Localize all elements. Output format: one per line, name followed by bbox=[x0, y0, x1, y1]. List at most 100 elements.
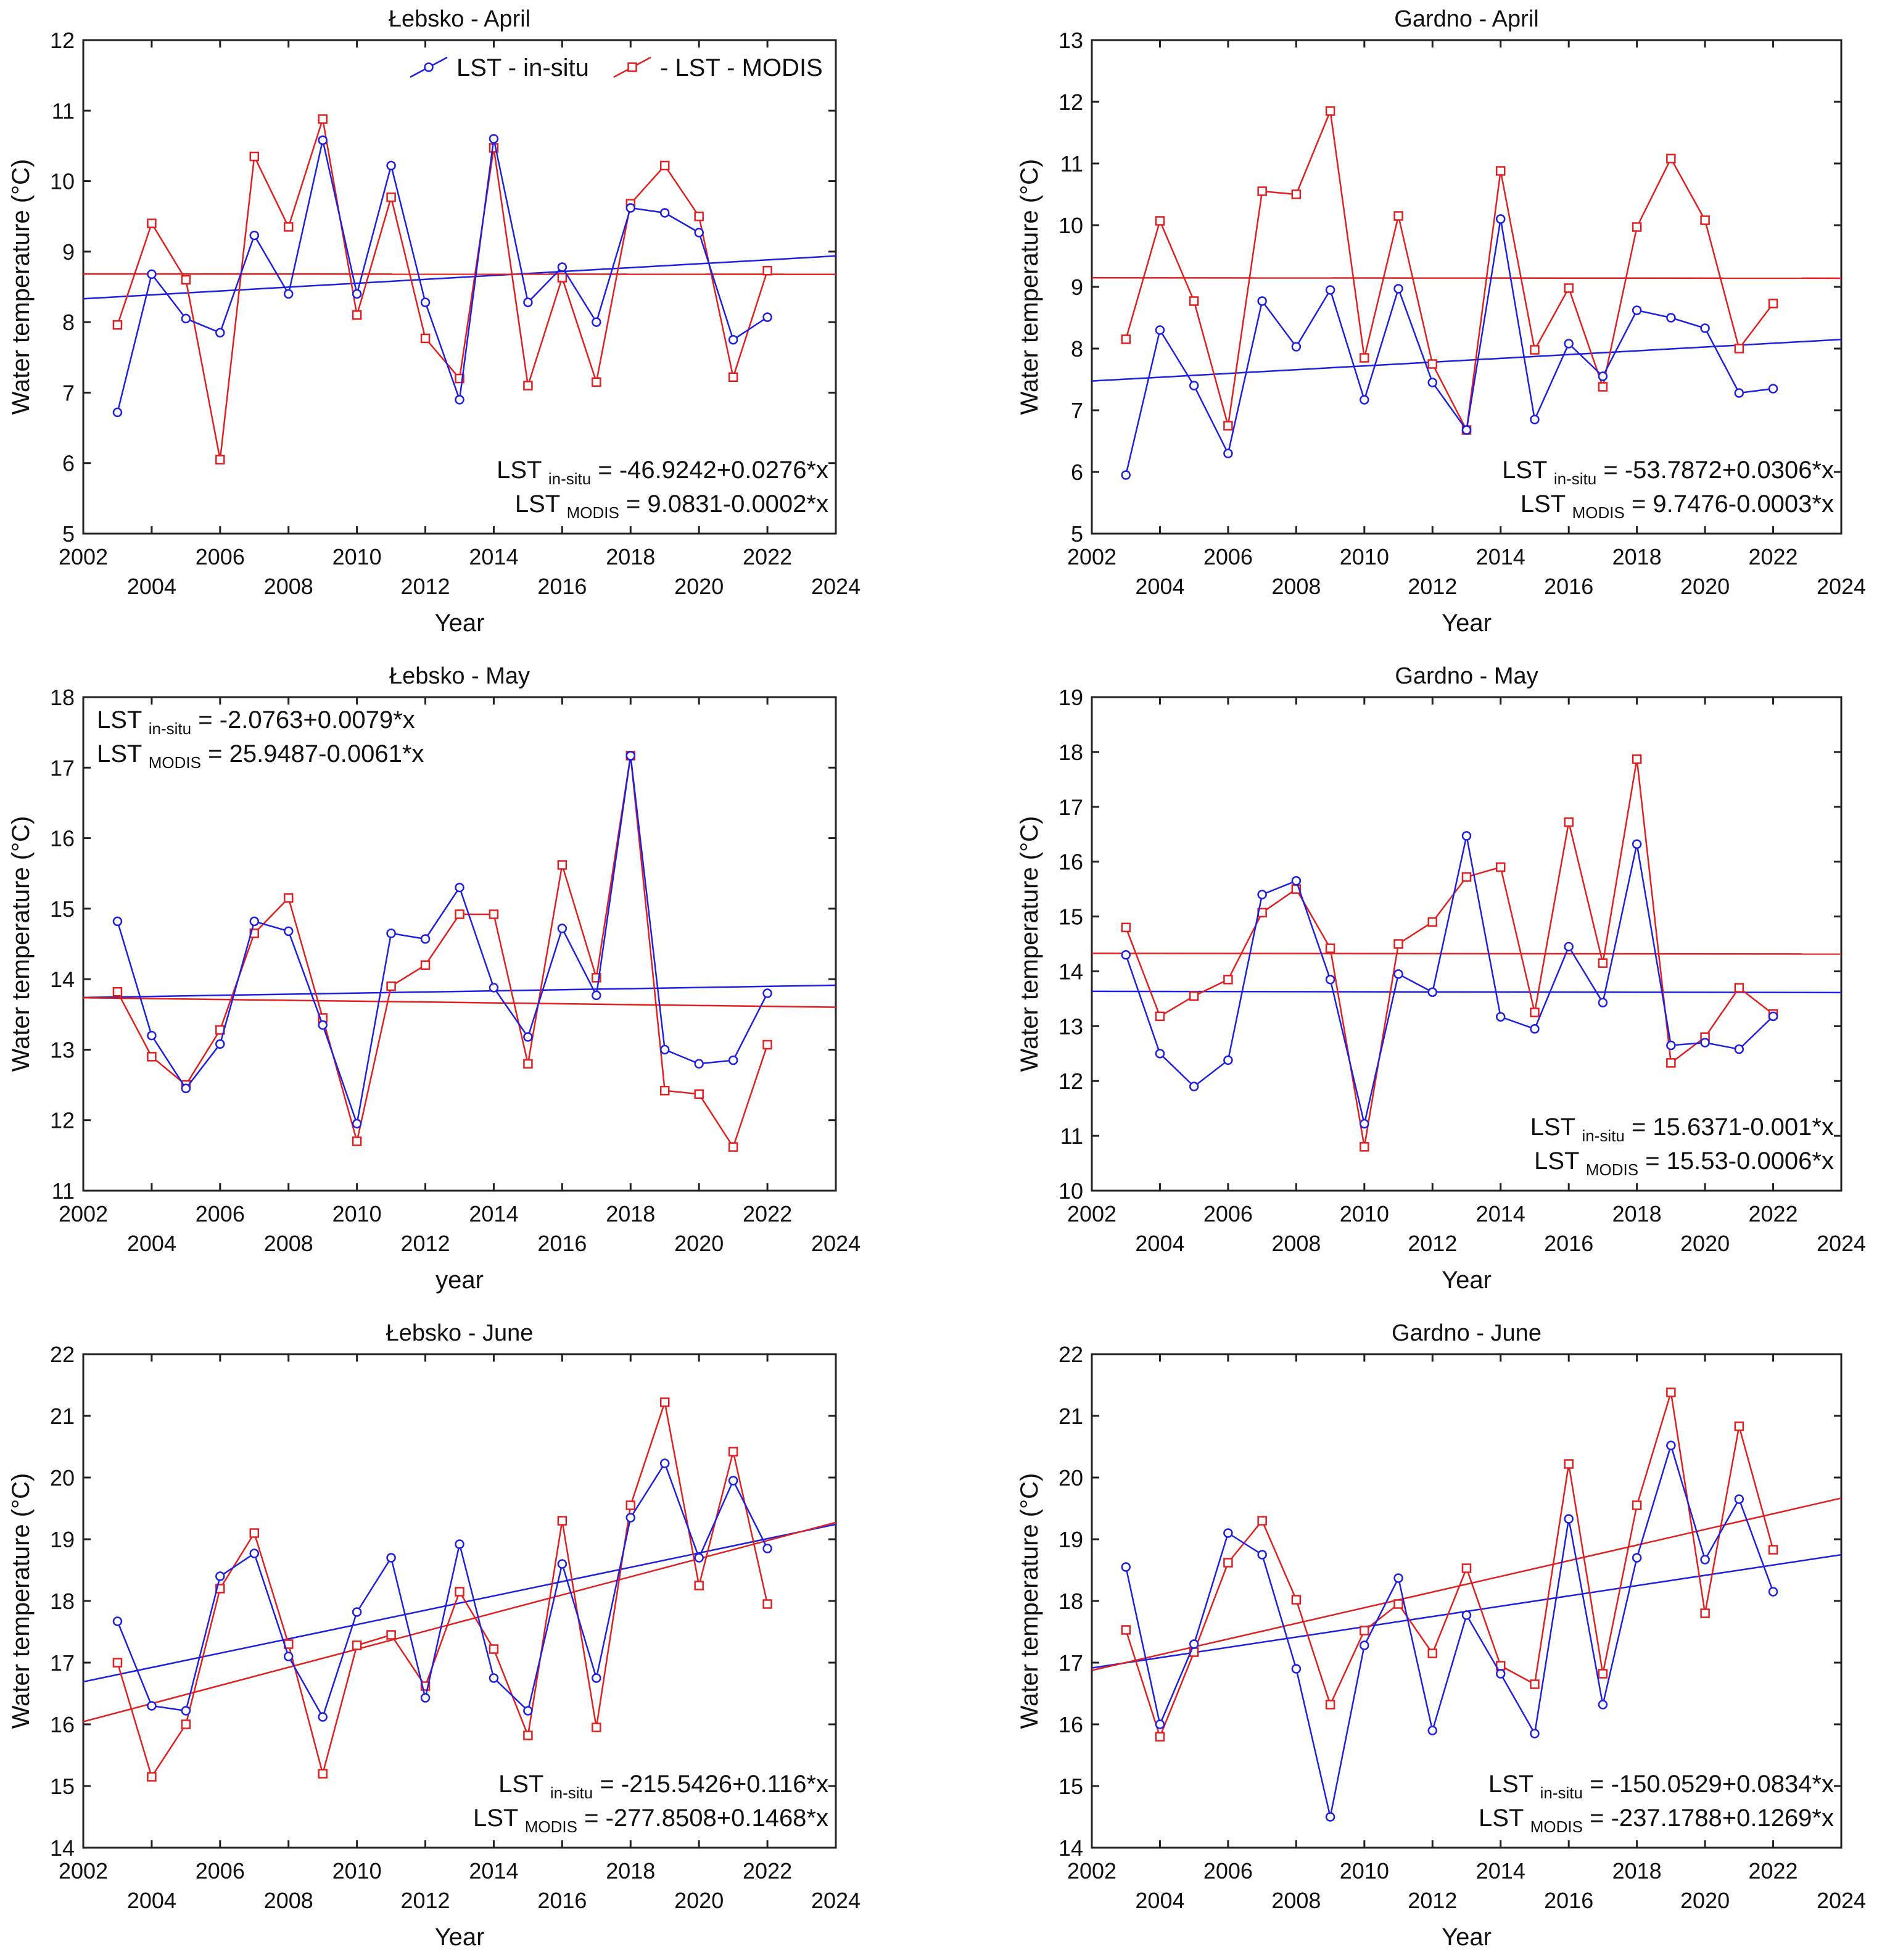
plot-frame bbox=[82, 1353, 837, 1849]
point-insitu bbox=[728, 1476, 738, 1486]
point-insitu bbox=[1700, 323, 1710, 333]
point-modis bbox=[1325, 1700, 1335, 1710]
x-tick-label: 2012 bbox=[400, 1888, 450, 1913]
y-tick-label: 9 bbox=[1071, 275, 1083, 300]
point-modis bbox=[1393, 939, 1403, 949]
point-insitu bbox=[181, 1083, 191, 1094]
y-tick-label: 7 bbox=[1071, 398, 1083, 423]
equation-modis: LST MODIS = 25.9487-0.0061*x bbox=[97, 740, 424, 772]
y-tick-label: 15 bbox=[1059, 904, 1083, 930]
point-insitu bbox=[1393, 969, 1403, 979]
x-tick-label: 2018 bbox=[606, 1201, 655, 1226]
point-insitu bbox=[1189, 1639, 1199, 1649]
point-insitu bbox=[1257, 296, 1267, 306]
point-insitu bbox=[1461, 425, 1472, 435]
y-axis-label: Water temperature (°C) bbox=[1016, 1473, 1043, 1729]
y-tick-label: 10 bbox=[1059, 213, 1083, 238]
point-insitu bbox=[1495, 1012, 1506, 1022]
y-tick-label: 13 bbox=[1059, 28, 1083, 53]
x-tick-label: 2010 bbox=[1340, 544, 1389, 569]
point-insitu bbox=[386, 160, 396, 171]
point-insitu bbox=[1291, 342, 1302, 352]
point-insitu bbox=[215, 1039, 225, 1049]
point-modis bbox=[659, 1085, 670, 1096]
point-insitu bbox=[112, 1616, 123, 1626]
y-tick-label: 12 bbox=[50, 1108, 75, 1133]
point-insitu bbox=[249, 1549, 260, 1558]
point-insitu bbox=[1768, 1011, 1778, 1022]
y-axis-label: Water temperature (°C) bbox=[1016, 816, 1043, 1072]
point-insitu bbox=[625, 1513, 636, 1523]
point-modis bbox=[1155, 1011, 1165, 1022]
point-modis bbox=[1598, 958, 1608, 968]
point-insitu bbox=[249, 230, 260, 241]
y-tick-label: 14 bbox=[50, 967, 75, 992]
trend-line-modis bbox=[1092, 952, 1841, 955]
equation-insitu: LST in-situ = -215.5426+0.116*x bbox=[498, 1771, 828, 1802]
point-insitu bbox=[283, 926, 294, 937]
point-modis bbox=[659, 160, 670, 171]
x-tick-label: 2004 bbox=[1135, 1888, 1184, 1913]
point-insitu bbox=[1189, 1081, 1199, 1091]
point-modis bbox=[1360, 1626, 1369, 1635]
x-tick-label: 2004 bbox=[127, 1888, 176, 1913]
point-modis bbox=[1564, 1459, 1574, 1469]
point-insitu bbox=[420, 297, 431, 307]
y-tick-label: 17 bbox=[50, 755, 75, 780]
x-tick-label: 2020 bbox=[1680, 1231, 1730, 1256]
equation-insitu: LST in-situ = 15.6371-0.001*x bbox=[1530, 1114, 1834, 1145]
y-tick-label: 7 bbox=[62, 380, 75, 405]
point-modis bbox=[762, 265, 772, 276]
x-tick-label: 2024 bbox=[1817, 574, 1866, 599]
point-insitu bbox=[1666, 1441, 1676, 1450]
x-tick-label: 2008 bbox=[264, 574, 313, 599]
point-insitu bbox=[1461, 1610, 1472, 1620]
point-insitu bbox=[1155, 1719, 1165, 1729]
point-modis bbox=[1223, 421, 1233, 431]
point-insitu bbox=[215, 1571, 225, 1581]
point-insitu bbox=[523, 1706, 533, 1716]
x-tick-label: 2012 bbox=[1408, 574, 1457, 599]
equation-modis: LST MODIS = 15.53-0.0006*x bbox=[1534, 1147, 1834, 1179]
chart-panel-1: Łebsko - April 5 6 7 8 9 10 11 12 2002 2006 2010 201… bbox=[7, 6, 861, 637]
point-insitu bbox=[1155, 325, 1165, 335]
point-modis bbox=[1360, 1142, 1369, 1152]
point-modis bbox=[489, 1644, 499, 1654]
x-axis-label: Year bbox=[1442, 610, 1492, 637]
y-tick-label: 12 bbox=[50, 28, 75, 53]
point-modis bbox=[1495, 166, 1506, 176]
x-tick-label: 2006 bbox=[196, 1201, 245, 1226]
series-line-modis bbox=[1125, 1392, 1774, 1739]
series-line-insitu bbox=[1125, 218, 1773, 476]
x-tick-label: 2010 bbox=[332, 1201, 382, 1226]
x-tick-label: 2016 bbox=[1544, 1888, 1593, 1913]
point-insitu bbox=[1700, 1038, 1710, 1048]
point-insitu bbox=[1564, 1514, 1574, 1524]
point-insitu bbox=[147, 269, 157, 279]
y-tick-label: 6 bbox=[1071, 460, 1083, 485]
point-modis bbox=[1666, 1058, 1676, 1068]
point-modis bbox=[1427, 359, 1438, 369]
point-modis bbox=[1121, 922, 1131, 933]
point-modis bbox=[1768, 299, 1778, 308]
x-tick-label: 2002 bbox=[59, 544, 108, 569]
equation-insitu: LST in-situ = -53.7872+0.0306*x bbox=[1502, 457, 1834, 488]
point-modis bbox=[523, 1731, 533, 1740]
chart-panel-5: Łebsko - June 14 15 16 17 18 19 20 21 22 2002 2006 2… bbox=[7, 1320, 861, 1951]
point-insitu bbox=[1666, 1040, 1676, 1051]
point-modis bbox=[181, 275, 191, 285]
y-tick-label: 18 bbox=[50, 685, 75, 710]
x-tick-label: 2002 bbox=[59, 1201, 108, 1226]
point-insitu bbox=[1632, 1553, 1642, 1563]
x-tick-label: 2016 bbox=[537, 1231, 587, 1256]
x-tick-label: 2008 bbox=[264, 1888, 313, 1913]
series-line-insitu bbox=[117, 138, 768, 413]
x-tick-label: 2004 bbox=[127, 574, 176, 599]
point-insitu bbox=[659, 208, 670, 218]
x-tick-label: 2022 bbox=[1748, 1201, 1797, 1226]
point-insitu bbox=[181, 1706, 191, 1716]
point-insitu bbox=[1598, 371, 1608, 381]
y-tick-label: 17 bbox=[50, 1650, 75, 1676]
y-tick-label: 8 bbox=[62, 310, 75, 335]
y-tick-label: 13 bbox=[1059, 1014, 1083, 1039]
